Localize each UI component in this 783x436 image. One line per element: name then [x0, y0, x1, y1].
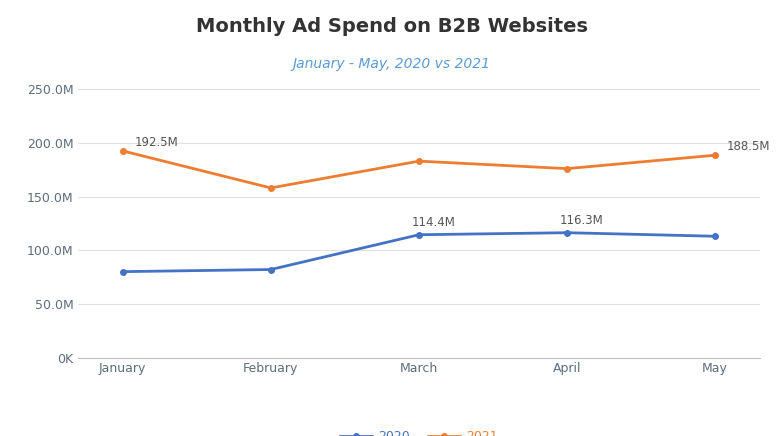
- 2020: [562, 230, 572, 235]
- Text: 116.3M: 116.3M: [560, 214, 604, 227]
- 2021: [414, 159, 424, 164]
- 2021: [118, 148, 128, 153]
- 2021: [266, 185, 276, 191]
- Line: 2021: 2021: [120, 148, 718, 191]
- Text: 188.5M: 188.5M: [727, 140, 770, 153]
- Legend: 2020, 2021: 2020, 2021: [335, 425, 503, 436]
- Line: 2020: 2020: [120, 230, 718, 274]
- Text: January - May, 2020 vs 2021: January - May, 2020 vs 2021: [293, 57, 490, 71]
- Text: Monthly Ad Spend on B2B Websites: Monthly Ad Spend on B2B Websites: [196, 17, 587, 37]
- Text: 114.4M: 114.4M: [412, 216, 456, 229]
- 2021: [562, 166, 572, 171]
- 2020: [266, 267, 276, 272]
- 2020: [118, 269, 128, 274]
- 2020: [414, 232, 424, 237]
- 2021: [710, 153, 720, 158]
- Text: 192.5M: 192.5M: [135, 136, 179, 149]
- 2020: [710, 234, 720, 239]
